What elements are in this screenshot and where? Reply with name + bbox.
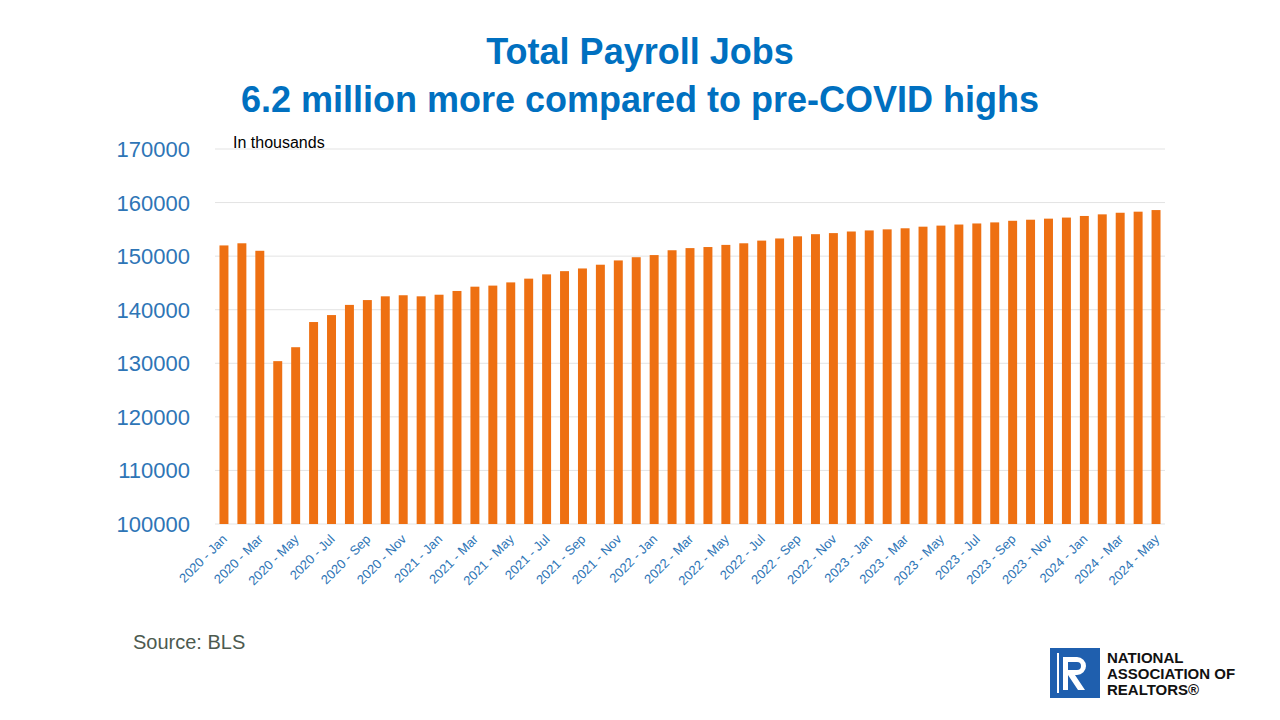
bar bbox=[596, 265, 605, 524]
chart: Total Payroll Jobs 6.2 million more compa… bbox=[0, 0, 1280, 720]
bar bbox=[542, 274, 551, 524]
bar bbox=[703, 247, 712, 524]
title: Total Payroll Jobs bbox=[486, 31, 793, 72]
logo-text: ASSOCIATION OF bbox=[1107, 665, 1235, 682]
subtitle: 6.2 million more compared to pre-COVID h… bbox=[241, 79, 1039, 120]
bar bbox=[578, 268, 587, 524]
bar bbox=[327, 315, 336, 524]
bar bbox=[470, 287, 479, 524]
bar bbox=[255, 251, 264, 524]
bar bbox=[381, 296, 390, 524]
y-tick-label: 150000 bbox=[117, 244, 190, 269]
x-tick-label: 2024 - May bbox=[1106, 531, 1163, 588]
bar bbox=[614, 260, 623, 524]
bar bbox=[1134, 212, 1143, 524]
grid-line bbox=[215, 149, 1165, 150]
bar bbox=[793, 236, 802, 524]
bar bbox=[1026, 220, 1035, 524]
logo: NATIONALASSOCIATION OFREALTORS® bbox=[1050, 648, 1235, 698]
bar bbox=[650, 255, 659, 524]
bar bbox=[919, 227, 928, 524]
bar bbox=[237, 243, 246, 524]
bar bbox=[363, 300, 372, 524]
bar bbox=[291, 347, 300, 524]
bar bbox=[954, 225, 963, 524]
bar bbox=[309, 322, 318, 524]
bar bbox=[417, 296, 426, 524]
y-tick-label: 130000 bbox=[117, 351, 190, 376]
logo-bar bbox=[1057, 653, 1059, 693]
logo-text: NATIONAL bbox=[1107, 649, 1183, 666]
bar bbox=[757, 241, 766, 524]
bar bbox=[345, 305, 354, 524]
bar bbox=[488, 286, 497, 524]
bar bbox=[668, 250, 677, 524]
bar bbox=[399, 295, 408, 524]
y-tick-label: 100000 bbox=[117, 512, 190, 537]
bar bbox=[1044, 219, 1053, 524]
bar bbox=[453, 291, 462, 524]
source: Source: BLS bbox=[133, 631, 245, 653]
y-tick-label: 160000 bbox=[117, 191, 190, 216]
bar bbox=[1152, 210, 1161, 524]
annotation: In thousands bbox=[233, 134, 325, 151]
bar bbox=[739, 243, 748, 524]
bar bbox=[506, 282, 515, 524]
bar bbox=[972, 223, 981, 524]
bar bbox=[865, 230, 874, 524]
bar bbox=[1098, 214, 1107, 524]
bar bbox=[435, 295, 444, 524]
y-tick-label: 140000 bbox=[117, 298, 190, 323]
bar bbox=[990, 222, 999, 524]
y-tick-label: 110000 bbox=[118, 458, 190, 483]
logo-mark bbox=[1063, 657, 1086, 690]
bar bbox=[847, 232, 856, 525]
y-tick-label: 170000 bbox=[117, 137, 190, 162]
bar bbox=[775, 238, 784, 524]
bar bbox=[1116, 213, 1125, 524]
bar bbox=[936, 226, 945, 524]
bar bbox=[1008, 221, 1017, 524]
bar bbox=[560, 271, 569, 524]
grid-line bbox=[215, 202, 1165, 203]
bar bbox=[632, 257, 641, 524]
bar bbox=[273, 361, 282, 524]
bar bbox=[219, 245, 228, 524]
bar bbox=[1062, 218, 1071, 524]
logo-text: REALTORS® bbox=[1107, 681, 1199, 698]
logo-box bbox=[1050, 648, 1100, 698]
bar bbox=[524, 279, 533, 524]
bars bbox=[219, 210, 1160, 524]
bar bbox=[1080, 216, 1089, 524]
bar bbox=[686, 248, 695, 524]
bar bbox=[811, 234, 820, 524]
bar bbox=[721, 245, 730, 524]
y-tick-label: 120000 bbox=[117, 405, 190, 430]
grid bbox=[215, 149, 1165, 524]
bar bbox=[901, 228, 910, 524]
bar bbox=[829, 233, 838, 524]
bar bbox=[883, 229, 892, 524]
